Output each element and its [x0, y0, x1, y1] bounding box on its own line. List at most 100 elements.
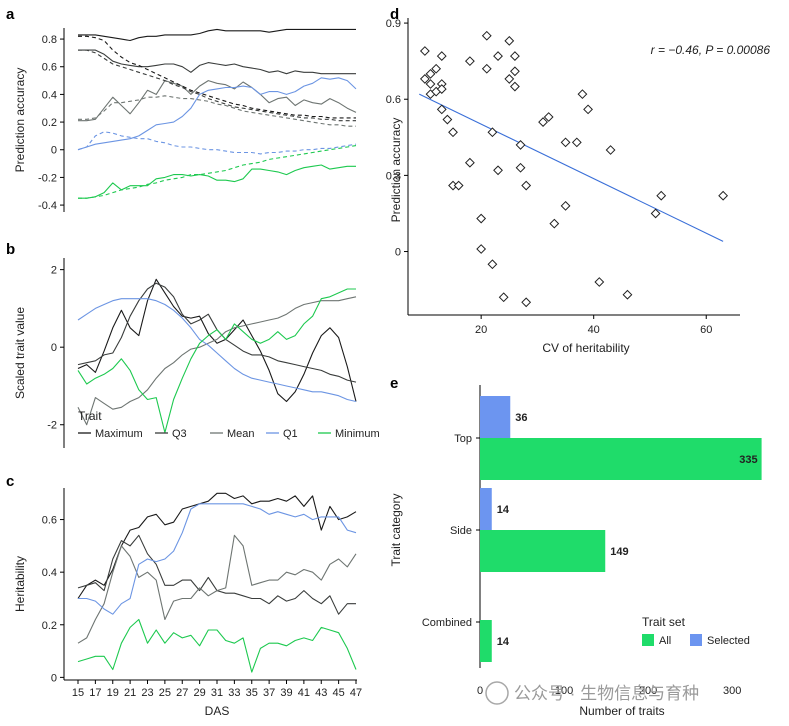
series-line-maximum: [78, 28, 356, 42]
scatter-point: [510, 51, 520, 61]
x-tick-label: 40: [588, 324, 600, 336]
scatter-point: [656, 190, 667, 201]
y-axis-title: Scaled trait value: [13, 307, 27, 399]
x-tick-label: 29: [194, 687, 206, 699]
series-line-maximum-dashed: [78, 35, 356, 119]
y-axis-title: Prediction accuracy: [13, 68, 27, 173]
y-tick-label: 0: [51, 145, 57, 157]
legend-swatch-selected: [690, 634, 702, 646]
x-tick-label: 35: [246, 687, 258, 699]
scatter-point: [487, 259, 498, 270]
legend-label-q3: Q3: [172, 428, 187, 440]
scatter-point: [543, 112, 554, 122]
bar-all-top: [480, 438, 762, 480]
series-line-mean: [77, 296, 357, 426]
series-line-maximum: [77, 278, 357, 403]
bar-value-label: 14: [497, 504, 510, 516]
scatter-point: [605, 145, 616, 155]
x-tick-label: 200: [639, 685, 657, 697]
x-tick-label: 21: [124, 687, 136, 699]
series-line-mean: [77, 534, 357, 644]
scatter-point: [538, 117, 548, 127]
panel-label-e: e: [390, 375, 398, 392]
y-tick-label: 0.4: [42, 567, 57, 579]
regression-line: [419, 93, 724, 242]
watermark: 公众号 · 生物信息与育种: [485, 681, 699, 705]
legend-label-selected: Selected: [707, 635, 750, 647]
scatter-point: [476, 213, 487, 224]
scatter-point: [560, 137, 571, 148]
x-tick-label: 27: [176, 687, 188, 699]
series-line-minimum: [78, 164, 356, 199]
y-tick-label: 0.6: [386, 94, 401, 106]
scatter-point: [436, 51, 447, 61]
scatter-point: [515, 140, 526, 150]
y-axis-title: Trait category: [389, 494, 403, 567]
x-tick-label: 23: [141, 687, 153, 699]
series-line-q1: [77, 77, 357, 151]
series-line-q1-dashed: [77, 131, 357, 155]
scatter-point: [448, 127, 458, 138]
x-tick-label: 37: [263, 687, 275, 699]
x-tick-label: 41: [298, 687, 310, 699]
scatter-point: [493, 165, 503, 176]
series-line-minimum: [77, 288, 356, 434]
y-tick-label: -0.2: [38, 172, 57, 184]
panel-label-b: b: [6, 241, 15, 258]
scatter-point: [453, 180, 464, 191]
scatter-point: [481, 30, 492, 41]
bar-value-label: 149: [610, 546, 628, 558]
scatter-point: [594, 277, 605, 287]
scatter-point: [504, 74, 515, 84]
series-line-minimum: [77, 618, 357, 673]
watermark-text: 公众号 · 生物信息与育种: [514, 684, 699, 703]
legend-swatch-all: [642, 634, 654, 646]
scatter-point: [425, 68, 436, 79]
x-tick-label: 300: [723, 685, 741, 697]
scatter-point: [521, 297, 532, 308]
bar-selected-top: [480, 396, 511, 438]
x-tick-label: 47: [350, 687, 362, 699]
series-line-q1: [78, 503, 357, 615]
x-tick-label: 20: [475, 324, 487, 336]
scatter-point: [521, 180, 532, 191]
series-line-mean-dashed: [78, 95, 356, 127]
legend-label-mean: Mean: [227, 428, 255, 440]
y-tick-label: 0.2: [42, 620, 57, 632]
legend-title: Trait set: [642, 615, 686, 629]
scatter-point: [622, 289, 633, 300]
legend-label-maximum: Maximum: [95, 428, 143, 440]
chart-panel-b: 2 0 -2 Scaled trait value Trait Maximum Q3 Mean…: [13, 258, 380, 448]
x-tick-label: 19: [107, 687, 119, 699]
bar-all-combined: [480, 620, 492, 662]
y-tick-label: 0.9: [386, 18, 401, 30]
y-tick-label: -0.4: [38, 200, 57, 212]
chart-panel-a: 0.8 0.6 0.4 0.2 0 -0.2 -0.4 Prediction accuracy: [13, 28, 357, 212]
panel-label-c: c: [6, 473, 14, 490]
scatter-point: [583, 104, 593, 115]
scatter-point: [419, 74, 430, 84]
scatter-point: [510, 81, 520, 92]
bar-selected-side: [480, 488, 492, 530]
scatter-point: [549, 218, 560, 229]
series-line-mean: [78, 80, 357, 122]
y-tick-label: -2: [47, 420, 57, 432]
y-tick-label: 0.6: [42, 515, 57, 527]
scatter-point: [650, 208, 661, 219]
category-label-top: Top: [454, 433, 472, 445]
scatter-point: [431, 63, 442, 74]
scatter-point: [436, 84, 447, 94]
scatter-point: [504, 35, 515, 46]
y-tick-label: 0: [395, 247, 401, 259]
bar-all-side: [480, 530, 606, 572]
scatter-point: [577, 89, 588, 100]
category-label-side: Side: [450, 525, 472, 537]
x-axis-title: CV of heritability: [542, 341, 629, 355]
series-line-q1: [77, 298, 357, 403]
panel-label-a: a: [6, 6, 15, 23]
y-tick-label: 0.4: [42, 89, 57, 101]
scatter-point: [718, 190, 729, 201]
panel-label-d: d: [390, 6, 399, 23]
correlation-annotation: r = −0.46, P = 0.00086: [651, 43, 771, 57]
